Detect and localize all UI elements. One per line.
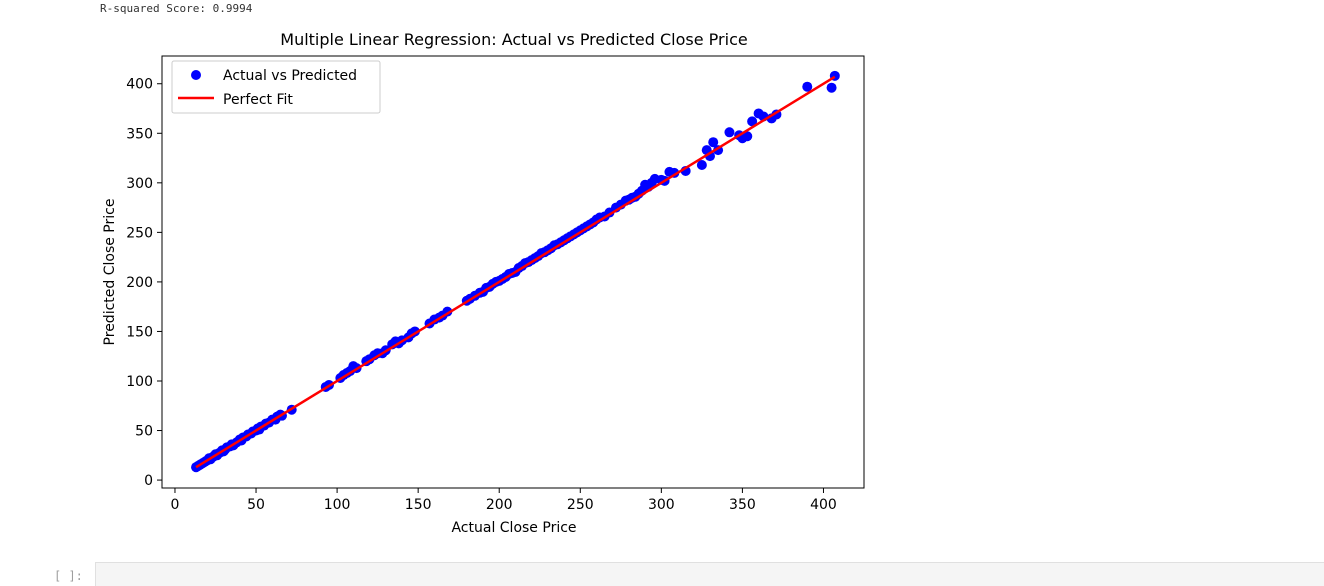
output-text: R-squared Score: 0.9994: [100, 2, 253, 15]
x-tick-label: 0: [171, 497, 180, 513]
x-tick-label: 300: [648, 497, 675, 513]
y-tick-label: 400: [126, 77, 153, 93]
legend: Actual vs Predicted Perfect Fit: [171, 60, 381, 114]
scatter-plot: Multiple Linear Regression: Actual vs Pr…: [102, 30, 865, 536]
axes-frame: [161, 55, 865, 489]
x-tick-label: 400: [810, 497, 837, 513]
legend-box: [171, 60, 381, 114]
y-tick-label: 150: [126, 324, 153, 340]
y-tick-label: 350: [126, 126, 153, 142]
y-axis: 0 50 100 150 200 250 300 350 400: [126, 77, 162, 489]
cell-prompt: [ ]:: [54, 569, 83, 583]
code-cell-input[interactable]: [95, 562, 1324, 586]
x-tick-label: 200: [486, 497, 513, 513]
data-point: [724, 127, 735, 138]
y-tick-label: 250: [126, 225, 153, 241]
data-point: [747, 116, 758, 127]
data-point: [802, 81, 813, 92]
perfect-fit-line: [195, 75, 836, 469]
x-tick-label: 50: [247, 497, 265, 513]
data-point: [708, 137, 719, 148]
y-tick-label: 300: [126, 176, 153, 192]
data-point: [696, 159, 707, 170]
legend-label-line: Perfect Fit: [223, 92, 293, 108]
y-tick-label: 100: [126, 374, 153, 390]
x-tick-label: 250: [567, 497, 594, 513]
y-axis-label: Predicted Close Price: [102, 199, 118, 346]
y-tick-label: 50: [135, 424, 153, 440]
x-tick-label: 150: [405, 497, 432, 513]
y-tick-label: 0: [144, 473, 153, 489]
x-tick-label: 350: [729, 497, 756, 513]
data-point: [826, 82, 837, 93]
legend-scatter-marker: [191, 70, 201, 80]
x-tick-label: 100: [324, 497, 351, 513]
chart-title: Multiple Linear Regression: Actual vs Pr…: [280, 30, 747, 49]
x-axis-label: Actual Close Price: [451, 520, 576, 536]
y-tick-label: 200: [126, 275, 153, 291]
x-axis: 0 50 100 150 200 250 300 350 400: [171, 488, 837, 513]
plot-area: [191, 70, 840, 473]
data-point: [742, 131, 753, 142]
legend-label-scatter: Actual vs Predicted: [223, 68, 357, 84]
